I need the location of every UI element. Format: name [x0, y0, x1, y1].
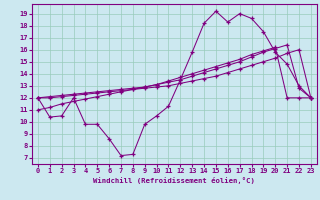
X-axis label: Windchill (Refroidissement éolien,°C): Windchill (Refroidissement éolien,°C) [93, 177, 255, 184]
